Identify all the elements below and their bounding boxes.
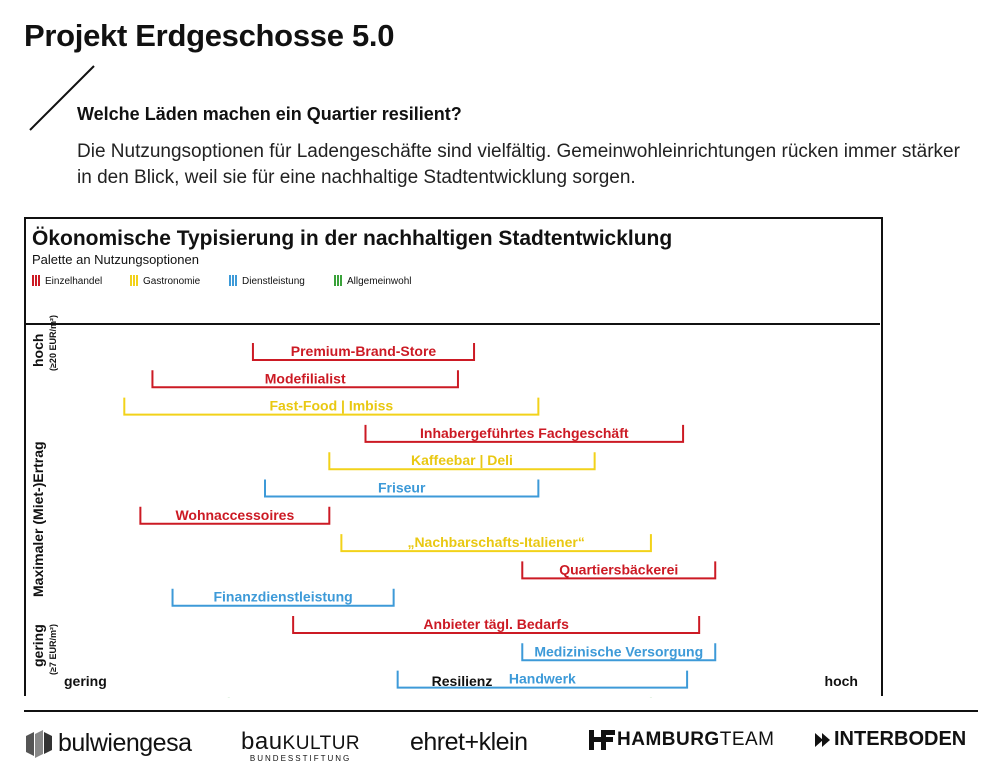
- chart-svg: Ökonomische Typisierung in der nachhalti…: [26, 227, 880, 698]
- range-bar-2-label: Modefilialist: [265, 370, 346, 386]
- range-bar-3-label: Fast-Food | Imbiss: [269, 398, 393, 414]
- y-axis-bottom-sublabel: (≥7 EUR/m²): [48, 624, 58, 675]
- interboden-icon: [815, 732, 830, 747]
- legend-swatch-einzelhandel: [32, 275, 34, 286]
- legend-swatch-gastronomie: [133, 275, 135, 286]
- range-bar-4: [364, 424, 685, 443]
- hamburgteam-logo: HAMBURGTEAM: [587, 728, 775, 752]
- legend-swatch-einzelhandel: [35, 275, 37, 286]
- range-bar-8: [340, 534, 652, 553]
- baukultur-kultur: KULTUR: [282, 733, 361, 754]
- legend-swatch-dienstleistung: [232, 275, 234, 286]
- legend-label-allgemeinwohl: Allgemeinwohl: [347, 276, 411, 287]
- range-bar-11-label: Anbieter tägl. Bedarfs: [423, 616, 569, 632]
- interboden-wordmark: INTERBODEN: [834, 728, 967, 750]
- legend-swatch-gastronomie: [136, 275, 138, 286]
- range-bar-4-label: Inhabergeführtes Fachgeschäft: [420, 425, 629, 441]
- range-bar-8-label: „Nachbarschafts-Italiener“: [407, 534, 584, 550]
- ehret-klein-logo: ehret+klein: [410, 728, 528, 757]
- x-axis-low-label: gering: [64, 673, 107, 689]
- range-bar-11: [292, 616, 701, 634]
- legend-swatch-allgemeinwohl: [337, 275, 339, 286]
- chart-subtitle: Palette an Nutzungsoptionen: [32, 252, 199, 267]
- range-bar-3: [123, 397, 540, 416]
- range-bar-10: [171, 588, 395, 607]
- y-axis-bottom-label: gering: [30, 624, 46, 667]
- range-bar-5: [328, 452, 596, 471]
- hamburgteam-icon: [589, 730, 615, 750]
- legend-swatch-dienstleistung: [235, 275, 237, 286]
- range-bar-13: [396, 670, 689, 689]
- legend-swatch-dienstleistung: [229, 275, 231, 286]
- legend-label-einzelhandel: Einzelhandel: [45, 276, 102, 287]
- ehret-klein-wordmark: ehret+klein: [410, 728, 528, 756]
- bulwiengesa-icon: [26, 730, 52, 758]
- bulwiengesa-logo: bulwiengesa: [24, 728, 192, 758]
- range-bar-12-label: Medizinische Versorgung: [534, 643, 703, 659]
- legend-swatch-allgemeinwohl: [340, 275, 342, 286]
- range-bar-6: [264, 479, 540, 498]
- range-bar-10-label: Finanzdienstleistung: [213, 589, 352, 605]
- range-bar-9-label: Quartiersbäckerei: [559, 561, 678, 577]
- footer-divider: [24, 710, 978, 712]
- slash-decoration: [29, 65, 95, 131]
- range-bar-2: [151, 370, 459, 389]
- chart-title: Ökonomische Typisierung in der nachhalti…: [32, 227, 672, 250]
- y-axis-top-label: hoch: [30, 334, 46, 367]
- page-title: Projekt Erdgeschosse 5.0: [24, 18, 395, 53]
- range-bar-12: [521, 643, 717, 662]
- y-axis-label: Maximaler (Miet-)Ertrag: [30, 441, 46, 597]
- baukultur-bau: bau: [241, 728, 283, 755]
- x-axis-label: Resilienz: [432, 673, 493, 689]
- range-bar-9: [521, 561, 717, 580]
- legend-swatch-einzelhandel: [38, 275, 40, 286]
- bulwiengesa-wordmark: bulwiengesa: [58, 728, 192, 757]
- intro-text: Die Nutzungsoptionen für Ladengeschäfte …: [77, 141, 960, 188]
- chart-frame: Ökonomische Typisierung in der nachhalti…: [24, 217, 883, 698]
- legend-swatch-gastronomie: [130, 275, 132, 286]
- range-bar-5-label: Kaffeebar | Deli: [411, 452, 513, 468]
- legend-label-gastronomie: Gastronomie: [143, 276, 201, 287]
- baukultur-logo: bauKULTUR BUNDESSTIFTUNG: [241, 728, 360, 763]
- x-axis-high-label: hoch: [825, 673, 858, 689]
- range-bar-1: [251, 343, 476, 361]
- hamburgteam-rest: TEAM: [719, 729, 775, 750]
- hamburgteam-bold: HAMBURG: [617, 729, 720, 750]
- range-bar-1-label: Premium-Brand-Store: [291, 343, 437, 359]
- legend-swatch-allgemeinwohl: [334, 275, 336, 286]
- range-bar-7-label: Wohnaccessoires: [175, 507, 294, 523]
- interboden-logo: INTERBODEN: [814, 728, 966, 751]
- range-bar-13-label: Handwerk: [509, 671, 576, 687]
- legend-label-dienstleistung: Dienstleistung: [242, 276, 305, 287]
- question-heading: Welche Läden machen ein Quartier resilie…: [77, 104, 462, 124]
- partner-logos: bulwiengesa bauKULTUR BUNDESSTIFTUNG ehr…: [24, 724, 978, 768]
- range-bar-7: [139, 506, 331, 525]
- y-axis-top-sublabel: (≥20 EUR/m²): [48, 315, 58, 371]
- baukultur-subtitle: BUNDESSTIFTUNG: [249, 754, 352, 763]
- range-bar-6-label: Friseur: [378, 480, 426, 496]
